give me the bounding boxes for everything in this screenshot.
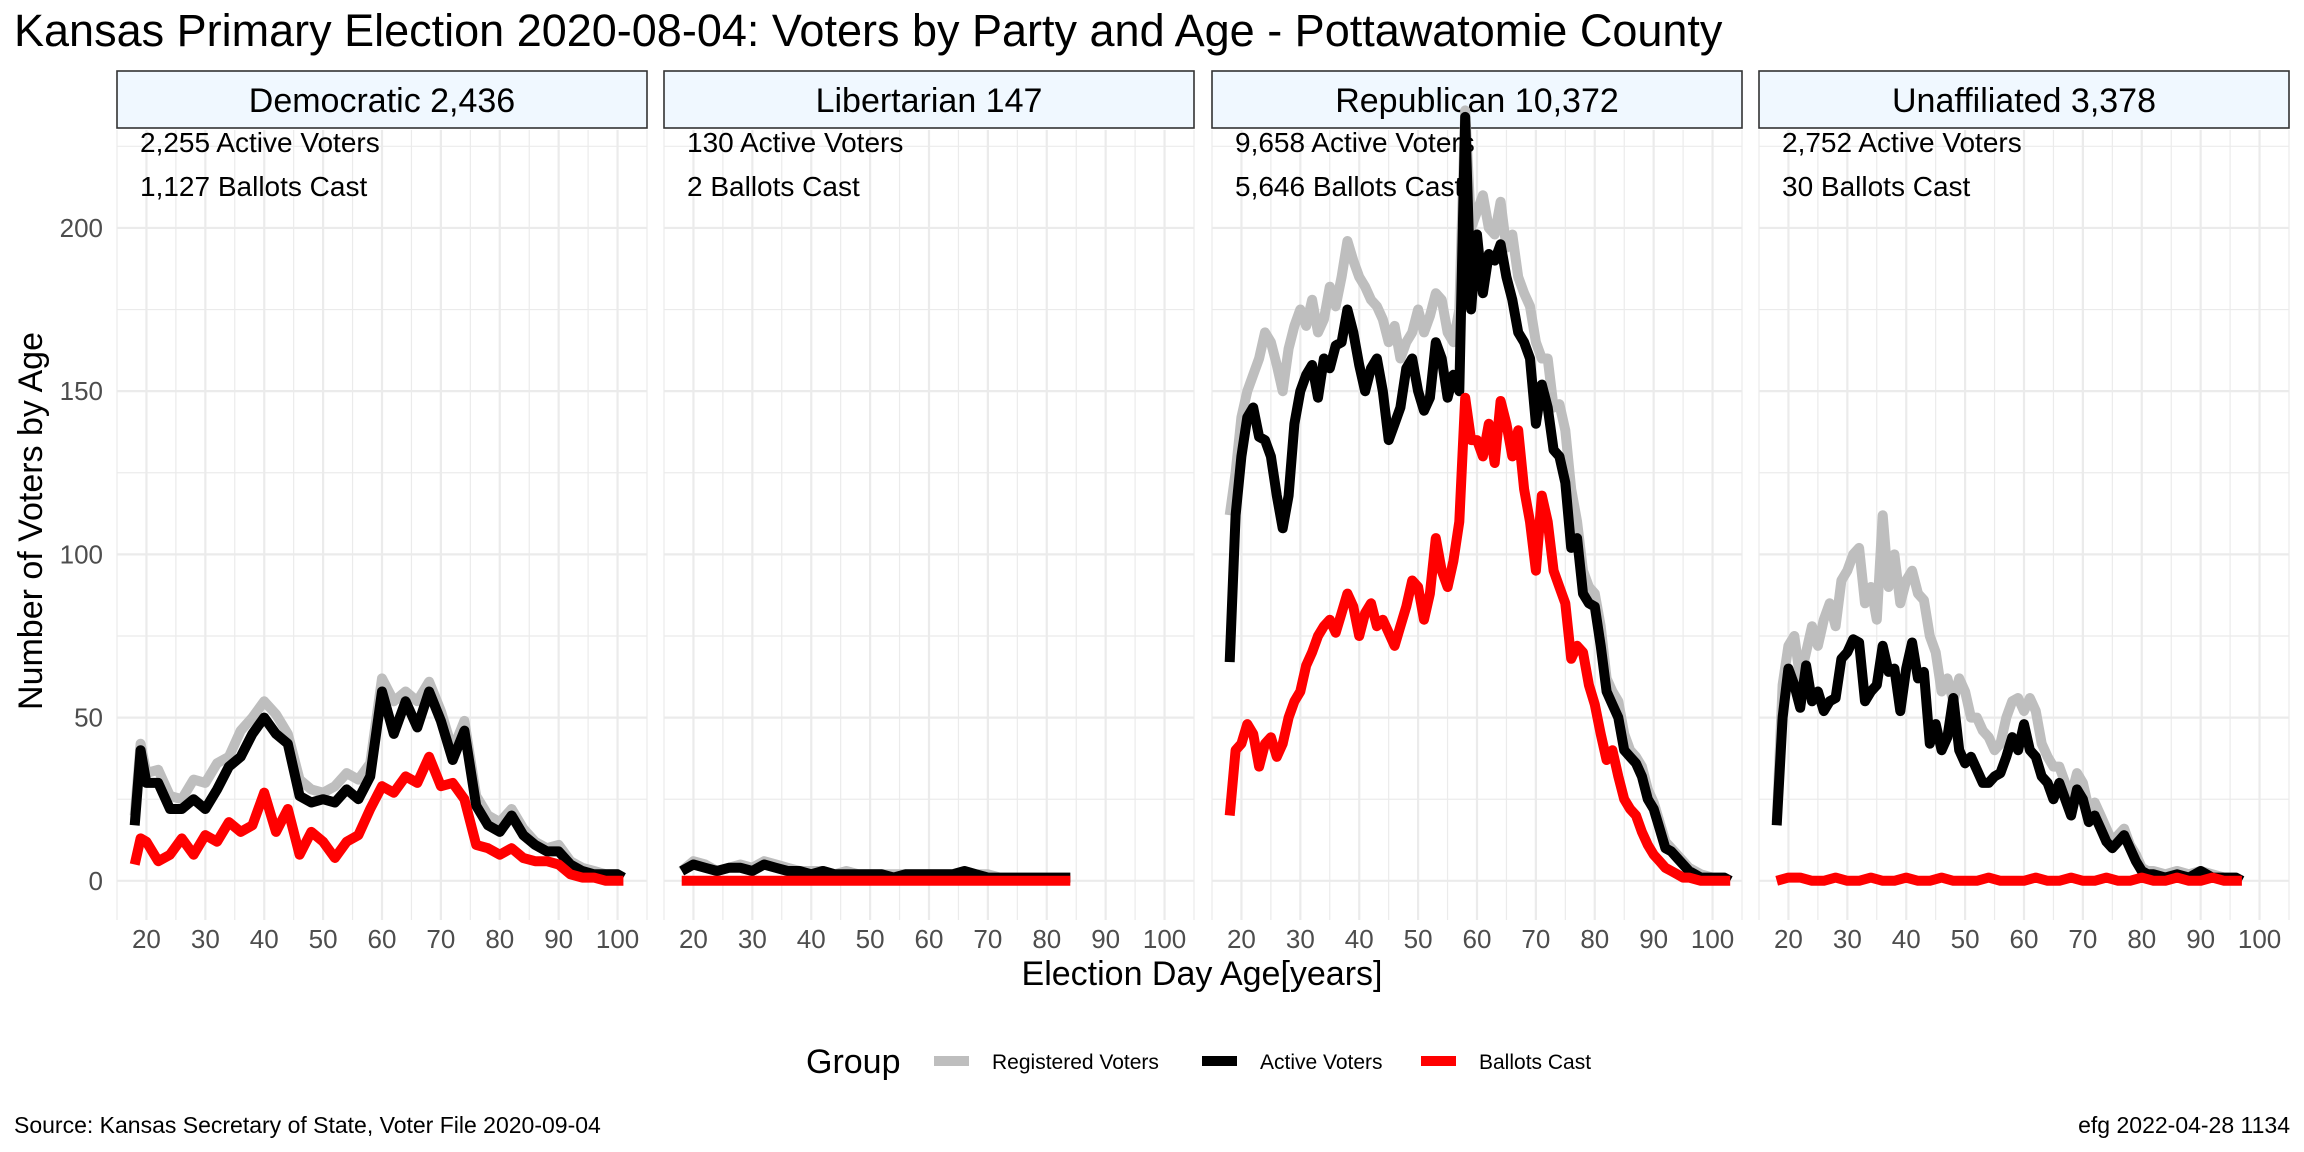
x-tick-label: 40 bbox=[797, 924, 826, 954]
x-tick-label: 80 bbox=[1032, 924, 1061, 954]
x-tick-label: 30 bbox=[738, 924, 767, 954]
active-voters-annotation: 130 Active Voters bbox=[687, 127, 903, 158]
source-caption: Source: Kansas Secretary of State, Voter… bbox=[14, 1112, 601, 1138]
x-tick-label: 60 bbox=[915, 924, 944, 954]
x-tick-label: 80 bbox=[485, 924, 514, 954]
x-tick-label: 70 bbox=[2068, 924, 2097, 954]
x-tick-label: 70 bbox=[973, 924, 1002, 954]
active-voters-annotation: 2,752 Active Voters bbox=[1782, 127, 2022, 158]
x-tick-label: 40 bbox=[250, 924, 279, 954]
x-tick-label: 90 bbox=[1639, 924, 1668, 954]
legend-item-label: Registered Voters bbox=[992, 1051, 1159, 1074]
x-tick-label: 30 bbox=[191, 924, 220, 954]
facet-strip-label: Libertarian 147 bbox=[816, 82, 1043, 120]
active-voters-annotation: 9,658 Active Voters bbox=[1235, 127, 1475, 158]
x-tick-label: 90 bbox=[544, 924, 573, 954]
facet-strip bbox=[1758, 70, 2290, 129]
series-line-ballots-cast bbox=[129, 751, 624, 886]
timestamp-caption: efg 2022-04-28 1134 bbox=[2078, 1112, 2290, 1138]
facet-strip-label: Unaffiliated 3,378 bbox=[1892, 82, 2156, 120]
y-tick-label: 150 bbox=[60, 376, 103, 406]
series-line-registered-voters bbox=[1224, 105, 1733, 886]
y-tick-label: 50 bbox=[74, 703, 103, 733]
x-tick-label: 100 bbox=[1143, 924, 1186, 954]
facet-strip bbox=[663, 70, 1195, 129]
x-tick-label: 20 bbox=[1227, 924, 1256, 954]
legend-item-active-voters: Active Voters bbox=[1202, 1051, 1383, 1074]
legend-item-label: Active Voters bbox=[1260, 1051, 1383, 1074]
series-line-active-voters bbox=[129, 686, 626, 882]
facet-strip-label: Republican 10,372 bbox=[1335, 82, 1619, 120]
x-tick-label: 80 bbox=[1580, 924, 1609, 954]
x-tick-label: 50 bbox=[856, 924, 885, 954]
x-tick-label: 60 bbox=[368, 924, 397, 954]
ballots-cast-annotation: 1,127 Ballots Cast bbox=[140, 171, 367, 202]
x-tick-label: 20 bbox=[1774, 924, 1803, 954]
x-tick-label: 20 bbox=[132, 924, 161, 954]
x-tick-label: 70 bbox=[1521, 924, 1550, 954]
x-tick-label: 30 bbox=[1286, 924, 1315, 954]
panel-grid bbox=[1211, 130, 1743, 920]
series-line-active-voters bbox=[1771, 634, 2245, 886]
series-line-active-voters bbox=[1224, 111, 1733, 886]
panel-unaffiliated-3-378: Unaffiliated 3,378 2,752 Active Voters 30 … bbox=[1758, 70, 2290, 954]
series-line-ballots-cast bbox=[1775, 872, 2242, 886]
x-tick-label: 100 bbox=[596, 924, 639, 954]
y-axis: 0 50 100 150 200 bbox=[60, 213, 103, 896]
series-line-ballots-cast bbox=[1224, 392, 1731, 886]
chart-title: Kansas Primary Election 2020-08-04: Vote… bbox=[14, 5, 1723, 56]
ballots-cast-annotation: 2 Ballots Cast bbox=[687, 171, 860, 202]
series-line-active-voters bbox=[679, 859, 1071, 883]
x-tick-label: 70 bbox=[426, 924, 455, 954]
legend-item-label: Ballots Cast bbox=[1479, 1051, 1591, 1074]
x-tick-label: 20 bbox=[679, 924, 708, 954]
x-tick-label: 30 bbox=[1833, 924, 1862, 954]
panel-democratic-2-436: Democratic 2,436 2,255 Active Voters 1,127… bbox=[116, 70, 648, 954]
x-tick-label: 60 bbox=[1463, 924, 1492, 954]
legend-item-ballots-cast: Ballots Cast bbox=[1421, 1051, 1591, 1074]
x-tick-label: 40 bbox=[1892, 924, 1921, 954]
panel-republican-10-372: Republican 10,372 9,658 Active Voters 5,64… bbox=[1211, 70, 1743, 954]
y-tick-label: 0 bbox=[89, 866, 103, 896]
panel-grid bbox=[1758, 130, 2290, 920]
ballots-cast-annotation: 5,646 Ballots Cast bbox=[1235, 171, 1462, 202]
x-tick-label: 100 bbox=[2238, 924, 2281, 954]
y-axis-title: Number of Voters by Age bbox=[12, 332, 50, 710]
panel-grid bbox=[663, 130, 1195, 920]
active-voters-annotation: 2,255 Active Voters bbox=[140, 127, 380, 158]
y-tick-label: 100 bbox=[60, 539, 103, 569]
y-tick-label: 200 bbox=[60, 213, 103, 243]
x-axis-title: Election Day Age[years] bbox=[1022, 955, 1383, 993]
x-tick-label: 50 bbox=[1404, 924, 1433, 954]
x-tick-label: 90 bbox=[1091, 924, 1120, 954]
x-tick-label: 100 bbox=[1691, 924, 1734, 954]
x-tick-label: 40 bbox=[1345, 924, 1374, 954]
ballots-cast-annotation: 30 Ballots Cast bbox=[1782, 171, 1971, 202]
x-tick-label: 60 bbox=[2010, 924, 2039, 954]
x-tick-label: 50 bbox=[1951, 924, 1980, 954]
facet-panels: Democratic 2,436 2,255 Active Voters 1,127… bbox=[116, 70, 2290, 954]
panel-libertarian-147: Libertarian 147 130 Active Voters 2 Ballot… bbox=[663, 70, 1195, 954]
facet-strip bbox=[116, 70, 648, 129]
x-tick-label: 80 bbox=[2127, 924, 2156, 954]
x-tick-label: 90 bbox=[2186, 924, 2215, 954]
facet-strip bbox=[1211, 70, 1743, 129]
legend-item-registered-voters: Registered Voters bbox=[934, 1051, 1159, 1074]
legend: Group Registered Voters Active Voters Ballo… bbox=[806, 1043, 1591, 1081]
legend-title: Group bbox=[806, 1043, 901, 1081]
facet-strip-label: Democratic 2,436 bbox=[249, 82, 515, 120]
x-tick-label: 50 bbox=[309, 924, 338, 954]
